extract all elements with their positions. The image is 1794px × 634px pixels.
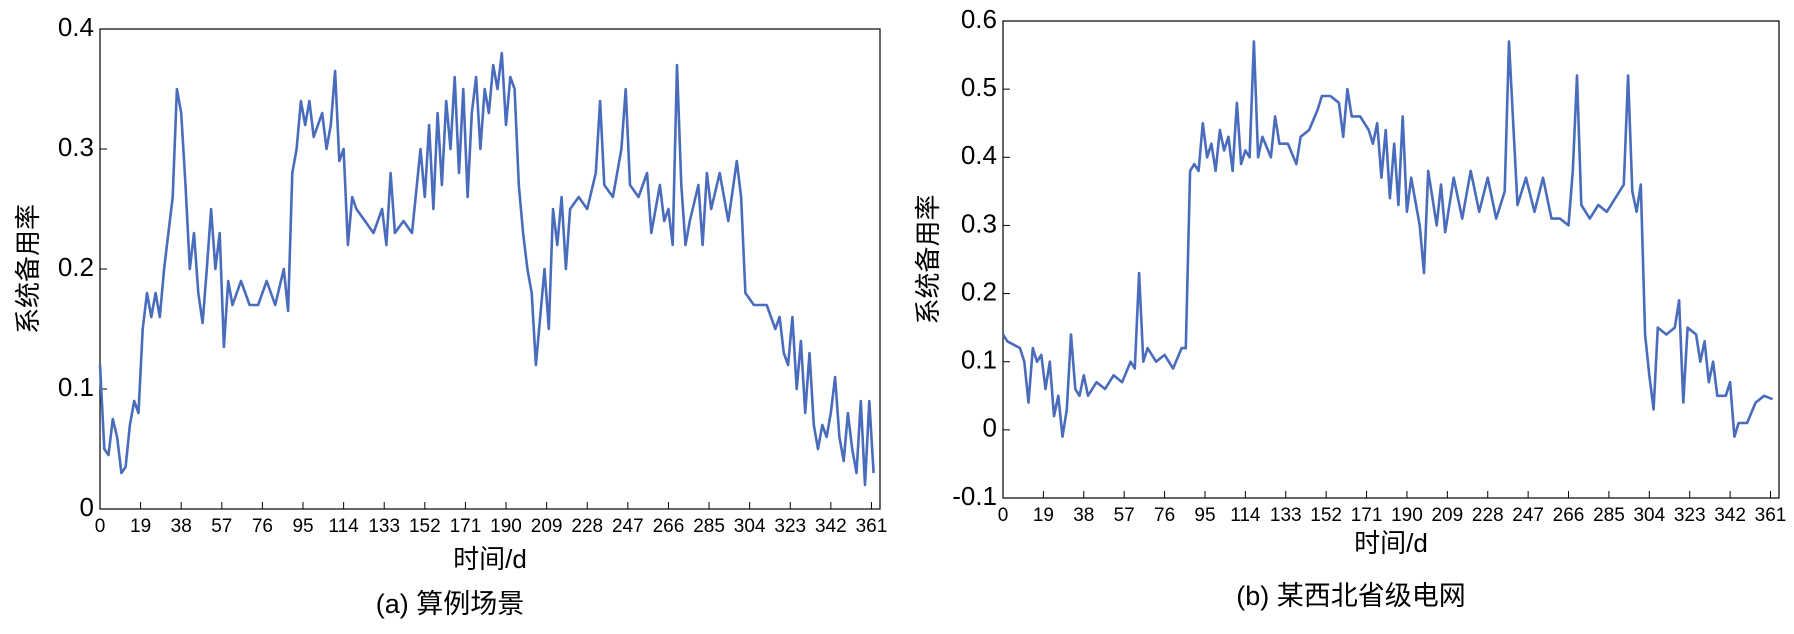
caption: (a) 算例场景 (376, 589, 525, 619)
x-tick-label: 209 (1431, 505, 1463, 526)
x-tick-label: 0 (95, 516, 106, 537)
y-tick-label: 0 (983, 413, 997, 443)
x-tick-label: 133 (1270, 505, 1302, 526)
x-tick-label: 38 (171, 516, 192, 537)
y-axis-title: 系统备用率 (913, 194, 943, 324)
y-tick-label: 0.4 (961, 140, 997, 170)
x-tick-label: 95 (292, 516, 313, 537)
x-tick-label: 152 (409, 516, 441, 537)
x-tick-label: 19 (130, 516, 151, 537)
x-tick-label: 304 (1633, 505, 1665, 526)
x-tick-label: 76 (252, 516, 273, 537)
x-tick-label: 171 (1351, 505, 1383, 526)
x-tick-label: 57 (211, 516, 232, 537)
x-tick-label: 171 (450, 516, 482, 537)
x-tick-label: 95 (1194, 505, 1215, 526)
x-tick-label: 209 (531, 516, 563, 537)
y-tick-label: 0.5 (961, 72, 997, 102)
x-tick-label: 190 (1391, 505, 1423, 526)
x-tick-label: 247 (1512, 505, 1544, 526)
x-tick-label: 285 (1593, 505, 1625, 526)
y-tick-label: 0.2 (58, 252, 94, 282)
x-tick-label: 342 (1714, 505, 1746, 526)
data-line (1001, 40, 1774, 438)
x-tick-label: 266 (1553, 505, 1585, 526)
y-tick-label: 0.6 (961, 4, 997, 34)
x-tick-label: 76 (1154, 505, 1175, 526)
x-tick-label: 361 (856, 516, 888, 537)
y-axis-title: 系统备用率 (13, 204, 43, 334)
x-tick-label: 266 (653, 516, 685, 537)
x-tick-label: 285 (693, 516, 725, 537)
x-tick-label: 19 (1033, 505, 1054, 526)
x-tick-label: 228 (571, 516, 603, 537)
y-tick-label: 0 (80, 492, 94, 522)
x-tick-label: 57 (1114, 505, 1135, 526)
x-tick-label: 304 (734, 516, 766, 537)
x-axis-title: 时间/d (453, 544, 527, 574)
y-tick-label: 0.1 (961, 345, 997, 375)
x-tick-label: 190 (490, 516, 522, 537)
x-tick-label: 361 (1755, 505, 1787, 526)
x-tick-label: 114 (328, 516, 359, 537)
x-tick-label: 323 (774, 516, 806, 537)
x-tick-label: 0 (998, 505, 1009, 526)
plot-frame (1002, 20, 1780, 499)
y-tick-label: -0.1 (952, 481, 997, 511)
x-tick-label: 152 (1310, 505, 1342, 526)
x-axis-title: 时间/d (1354, 528, 1428, 558)
x-tick-label: 323 (1674, 505, 1706, 526)
caption: (b) 某西北省级电网 (1236, 581, 1466, 611)
data-line (98, 51, 875, 487)
x-tick-label: 247 (612, 516, 644, 537)
y-tick-label: 0.3 (58, 132, 94, 162)
y-tick-label: 0.3 (961, 208, 997, 238)
x-tick-label: 133 (368, 516, 400, 537)
y-tick-label: 0.1 (58, 372, 94, 402)
y-tick-label: 0.2 (961, 276, 997, 306)
y-tick-label: 0.4 (58, 12, 94, 42)
x-tick-label: 228 (1472, 505, 1504, 526)
x-tick-label: 342 (815, 516, 847, 537)
x-tick-label: 38 (1073, 505, 1094, 526)
x-tick-label: 114 (1230, 505, 1261, 526)
